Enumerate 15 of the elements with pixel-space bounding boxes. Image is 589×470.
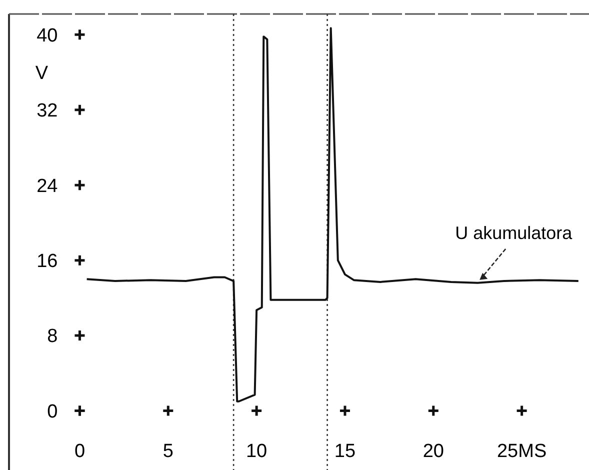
y-tick-label: 32	[36, 100, 58, 122]
y-axis-title: V	[35, 62, 48, 84]
x-tick-label: 0	[74, 440, 86, 462]
x-tick-label: 15	[334, 440, 356, 462]
y-tick-label: 40	[36, 25, 58, 46]
y-tick-label: 0	[47, 401, 58, 422]
x-tick-label: 20	[422, 440, 444, 462]
x-tick-label: 25MS	[496, 440, 547, 462]
line-series	[86, 27, 580, 402]
y-tick-label: 16	[36, 250, 58, 272]
y-tick-label: 24	[36, 176, 58, 197]
annotation: U akumulatora	[455, 222, 574, 243]
x-tick-label: 5	[162, 440, 174, 462]
y-tick-label: 8	[47, 326, 58, 348]
x-tick-label: 10	[246, 440, 268, 462]
